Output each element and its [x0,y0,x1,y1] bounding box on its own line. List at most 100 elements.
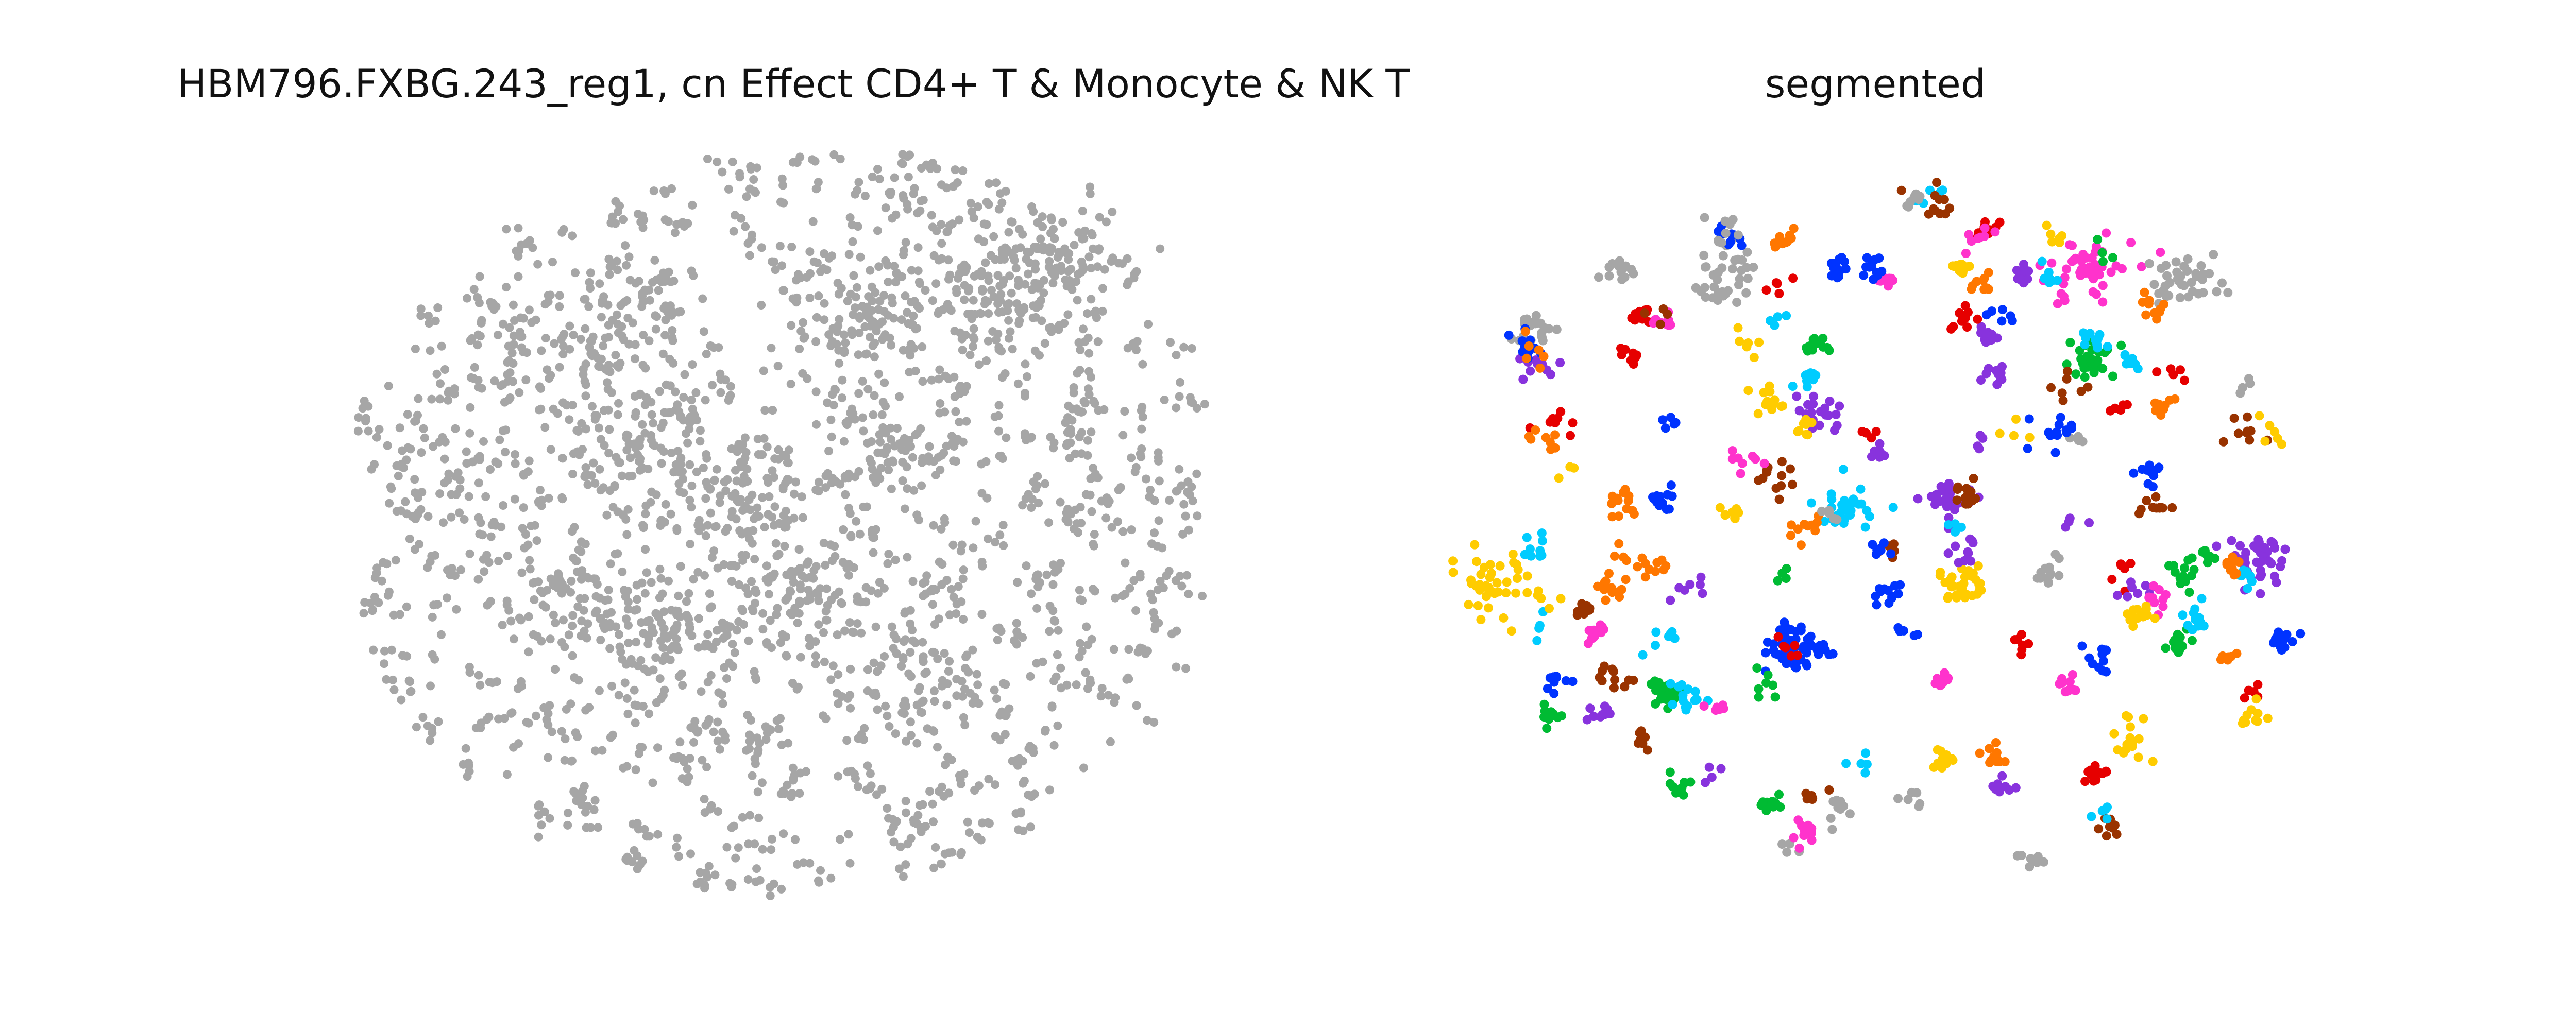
data-point [621,514,631,524]
data-point [1178,529,1188,539]
segment-point [1993,369,2003,379]
data-point [1047,244,1057,253]
data-point [796,653,805,662]
data-point [558,398,568,407]
data-point [562,705,571,714]
data-point [792,298,801,307]
data-point [700,571,709,580]
data-point [908,577,918,586]
segment-point [2105,822,2114,832]
data-point [565,345,574,354]
data-point [934,374,943,384]
data-point [484,712,494,722]
data-point [577,537,586,546]
data-point [581,295,590,304]
segment-point [1599,585,1609,594]
segment-point [1587,633,1597,643]
data-point [821,483,831,492]
segment-point [2230,556,2240,566]
data-point [558,494,567,504]
data-point [722,843,732,852]
data-point [1177,481,1186,490]
data-point [1006,327,1015,336]
data-point [1080,337,1089,347]
data-point [397,695,406,705]
segment-point [2244,374,2253,384]
segment-point [1604,569,1614,578]
data-point [670,228,680,237]
data-point [990,685,999,695]
data-point [426,346,435,355]
segment-point [1742,247,1752,257]
data-point [384,382,393,390]
data-point [410,545,419,554]
data-point [778,483,788,492]
data-point [1047,215,1056,225]
data-point [959,615,968,624]
segment-point [2155,503,2164,513]
segment-point [1937,754,1947,764]
data-point [918,638,927,647]
data-point [473,340,482,350]
segment-point [1506,626,1516,636]
data-point [499,501,508,510]
data-point [524,647,533,657]
data-point [1172,351,1181,359]
segment-point [2126,238,2136,247]
data-point [895,392,904,401]
data-point [907,266,916,275]
data-point [979,237,989,246]
data-point [484,558,494,567]
data-point [877,784,887,794]
data-point [756,450,766,459]
data-point [614,691,623,700]
data-point [1049,443,1058,453]
data-point [383,441,392,450]
data-point [502,596,512,606]
segment-point [2012,266,2022,275]
segment-point [2102,767,2111,777]
data-point [700,881,709,890]
segment-point [2061,425,2071,435]
data-point [700,795,709,804]
data-point [918,377,927,386]
data-point [861,597,871,607]
data-point [1031,313,1040,322]
segment-point [1963,499,1973,509]
scatter-plot-segmented [1448,178,2306,872]
data-point [551,665,560,674]
data-point [902,736,911,746]
segment-point [1621,575,1631,585]
data-point [1124,277,1133,286]
data-point [575,594,585,603]
segment-point [2255,411,2264,421]
segment-point [1598,666,1607,676]
data-point [971,517,980,526]
segment-point [2254,537,2264,547]
data-point [855,529,865,539]
data-point [984,818,992,827]
data-point [462,447,471,456]
data-point [411,344,420,353]
data-point [620,678,630,688]
segment-point [2071,253,2080,263]
data-point [889,630,899,640]
data-point [1084,349,1094,358]
segment-point [2044,562,2054,572]
data-point [913,243,923,252]
data-point [1008,345,1017,354]
segment-point [1801,659,1811,668]
data-point [925,442,934,451]
data-point [969,296,978,305]
data-point [745,811,755,820]
data-point [858,376,867,386]
data-point [1131,606,1141,615]
segment-point [1997,362,2007,371]
segment-point [1492,578,1502,588]
data-point [866,769,875,778]
segment-point [1695,580,1705,590]
data-point [869,473,877,482]
data-point [802,559,811,569]
data-point [814,178,823,187]
data-point [403,410,412,419]
